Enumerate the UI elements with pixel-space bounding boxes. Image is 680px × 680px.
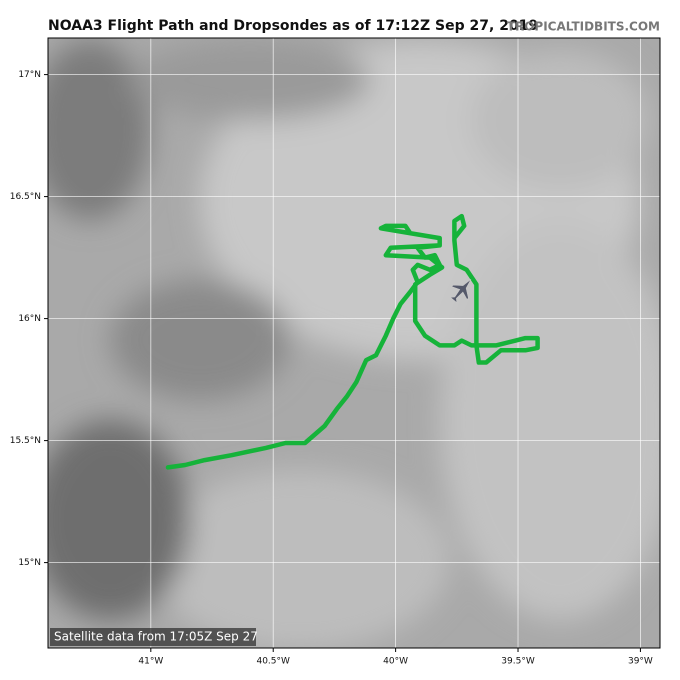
caption-background xyxy=(50,628,256,646)
y-tick-label: 15.5°N xyxy=(10,436,41,446)
x-tick-label: 40.5°W xyxy=(256,657,290,667)
caption: Satellite data from 17:05Z Sep 27 xyxy=(54,630,258,644)
map-title: NOAA3 Flight Path and Dropsondes as of 1… xyxy=(48,18,538,34)
y-tick-label: 17°N xyxy=(18,70,41,80)
map-frame xyxy=(47,37,661,649)
x-tick-label: 39.5°W xyxy=(501,657,535,667)
x-tick-label: 40°W xyxy=(383,657,408,667)
x-tick-label: 39°W xyxy=(628,657,653,667)
flight-path xyxy=(165,213,540,470)
aircraft-icon xyxy=(449,279,472,304)
y-tick-label: 16.5°N xyxy=(10,192,41,202)
satellite-image xyxy=(48,38,660,648)
source: TROPICALTIDBITS.COM xyxy=(507,20,660,34)
y-tick-label: 16°N xyxy=(18,314,41,324)
y-tick-label: 15°N xyxy=(18,558,41,568)
x-tick-label: 41°W xyxy=(138,657,163,667)
